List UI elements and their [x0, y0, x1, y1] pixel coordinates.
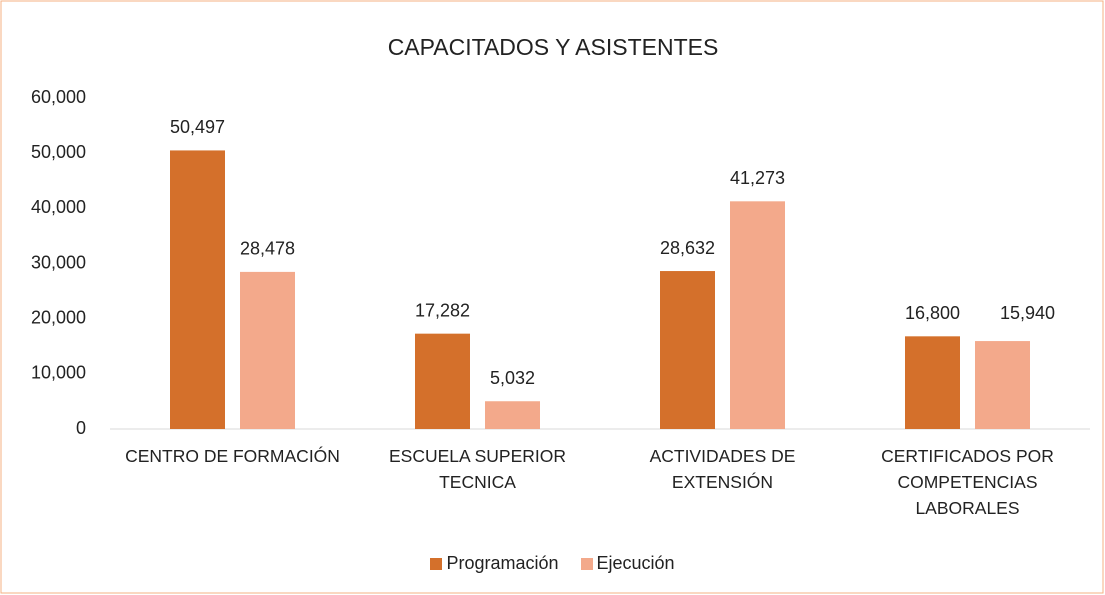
x-tick-label: ACTIVIDADES DE EXTENSIÓN — [649, 446, 796, 492]
y-tick-label: 60,000 — [31, 87, 86, 107]
legend: Programación Ejecución — [0, 553, 1105, 574]
bar — [975, 341, 1030, 429]
data-label: 16,800 — [905, 303, 960, 323]
bar — [415, 333, 470, 429]
bar — [485, 401, 540, 429]
bar — [730, 201, 785, 429]
legend-item: Programación — [430, 553, 559, 574]
chart-title: CAPACITADOS Y ASISTENTES — [388, 34, 719, 60]
legend-swatch — [430, 557, 443, 570]
bar — [905, 336, 960, 429]
data-label: 15,940 — [1000, 303, 1055, 323]
y-tick-label: 50,000 — [31, 142, 86, 162]
x-tick-label: CENTRO DE FORMACIÓN — [125, 446, 340, 466]
legend-label: Programación — [446, 553, 559, 573]
x-tick-label: ESCUELA SUPERIOR TECNICA — [389, 446, 566, 492]
y-tick-label: 0 — [76, 418, 86, 438]
y-tick-label: 10,000 — [31, 363, 86, 383]
x-tick-label: CERTIFICADOS POR COMPETENCIAS LABORALES — [881, 446, 1054, 518]
legend-label: Ejecución — [596, 553, 675, 573]
data-label: 41,273 — [730, 168, 785, 188]
data-label: 50,497 — [170, 117, 225, 137]
data-label: 28,632 — [660, 238, 715, 258]
data-label: 5,032 — [490, 368, 535, 388]
y-tick-label: 30,000 — [31, 252, 86, 272]
y-tick-label: 40,000 — [31, 197, 86, 217]
y-tick-label: 20,000 — [31, 307, 86, 327]
legend-item: Ejecución — [580, 553, 675, 574]
data-label: 17,282 — [415, 300, 470, 320]
data-label: 28,478 — [240, 239, 295, 259]
bar — [170, 150, 225, 430]
legend-swatch — [580, 557, 593, 570]
bar — [240, 271, 295, 429]
bar — [660, 271, 715, 429]
